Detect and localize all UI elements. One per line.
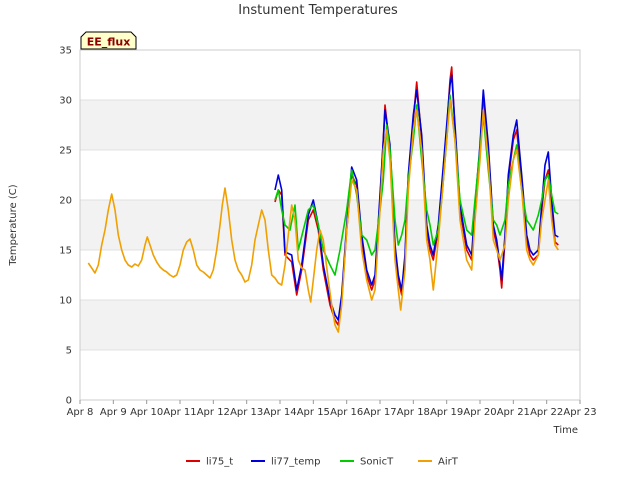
plot-band — [80, 300, 580, 350]
legend: li75_t li77_temp SonicT AirT — [186, 457, 459, 468]
y-tick-label: 10 — [59, 296, 72, 307]
y-tick-label: 15 — [59, 246, 72, 257]
x-axis-ticks: Apr 8 Apr 9 Apr 10 Apr 11 Apr 12 Apr 13 Apr 14… — [67, 400, 597, 418]
legend-label: AirT — [438, 457, 459, 468]
y-axis-ticks: 0 5 10 15 20 25 30 35 — [59, 46, 72, 407]
x-tick-label: Apr 22 — [530, 407, 563, 418]
series-line-airt — [87, 99, 559, 333]
y-tick-label: 5 — [66, 346, 72, 357]
y-tick-label: 0 — [66, 396, 72, 407]
series-layer — [87, 66, 559, 333]
plot-band — [80, 100, 580, 150]
badge-shape — [80, 31, 137, 50]
x-tick-label: Apr 18 — [397, 407, 430, 418]
x-tick-label: Apr 12 — [197, 407, 230, 418]
ee-flux-badge: EE_flux — [80, 31, 137, 50]
x-tick-label: Apr 13 — [230, 407, 263, 418]
x-axis-title: Time — [553, 425, 578, 436]
chart-title: Instument Temperatures — [238, 3, 398, 18]
y-tick-label: 25 — [59, 146, 72, 157]
y-tick-label: 35 — [59, 46, 72, 57]
x-tick-label: Apr 16 — [330, 407, 363, 418]
x-tick-label: Apr 8 — [67, 407, 94, 418]
x-tick-label: Apr 10 — [130, 407, 163, 418]
x-tick-label: Apr 21 — [497, 407, 530, 418]
x-tick-label: Apr 17 — [363, 407, 396, 418]
y-tick-label: 20 — [59, 196, 72, 207]
x-tick-label: Apr 15 — [297, 407, 330, 418]
plot-frame — [79, 49, 581, 401]
legend-label: li75_t — [206, 457, 233, 468]
x-tick-label: Apr 20 — [463, 407, 496, 418]
x-tick-label: Apr 23 — [563, 407, 596, 418]
x-tick-label: Apr 11 — [163, 407, 196, 418]
x-tick-label: Apr 9 — [100, 407, 127, 418]
badge-label: EE_flux — [87, 36, 131, 49]
y-tick-label: 30 — [59, 96, 72, 107]
x-tick-label: Apr 19 — [430, 407, 463, 418]
legend-label: li77_temp — [271, 457, 320, 468]
x-tick-label: Apr 14 — [263, 407, 296, 418]
y-axis-title: Temperature (C) — [8, 184, 19, 266]
legend-label: SonicT — [360, 457, 394, 468]
